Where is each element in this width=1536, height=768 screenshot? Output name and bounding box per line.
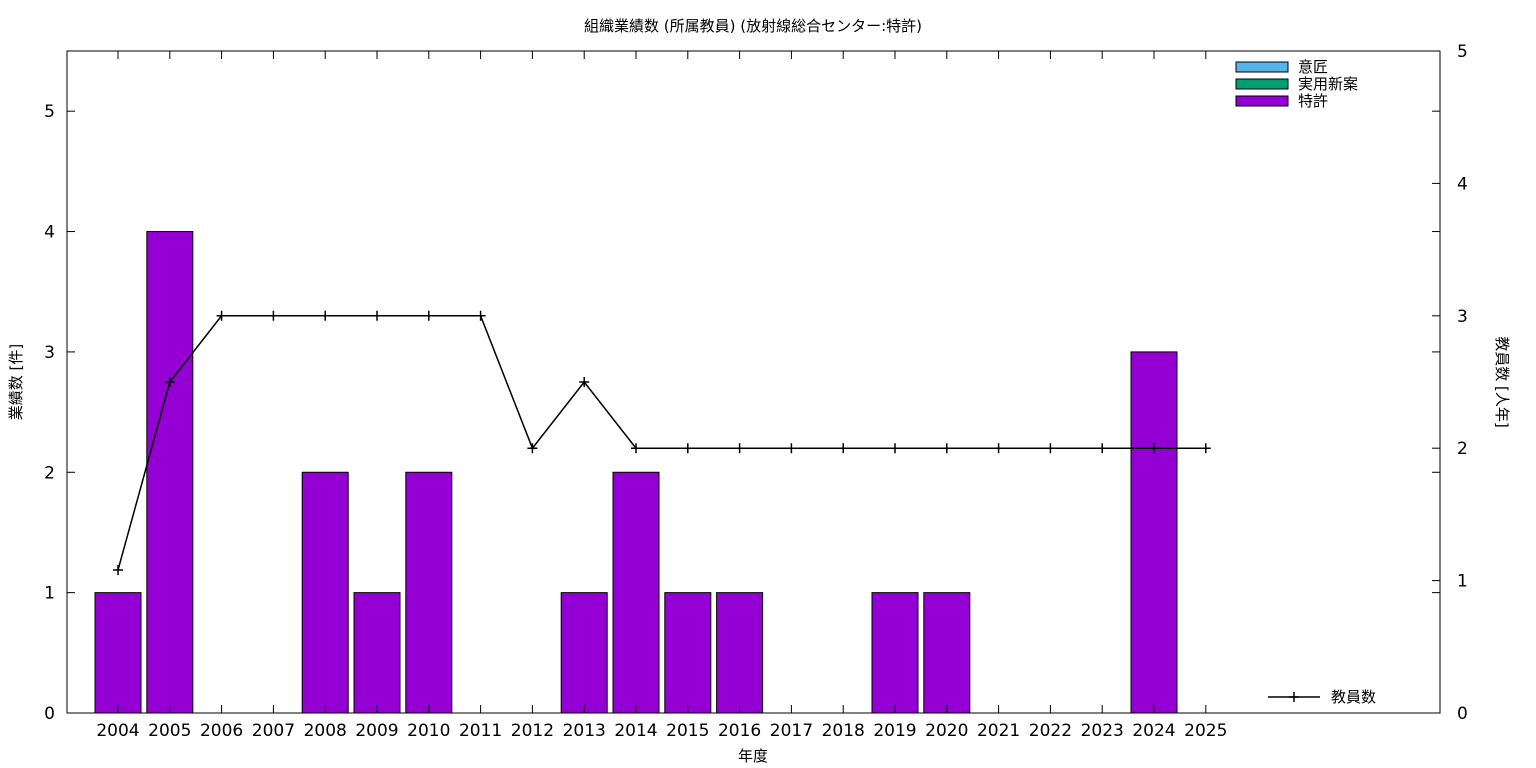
legend-line-label-0: 教員数 xyxy=(1331,688,1376,706)
x-tick-label-2022: 2022 xyxy=(1029,721,1072,741)
x-tick-label-2013: 2013 xyxy=(563,721,606,741)
x-tick-label-2020: 2020 xyxy=(925,721,968,741)
line-point-2012 xyxy=(527,443,538,454)
bar-2004-series-2 xyxy=(94,592,142,714)
y-axis-title: 業績数 [件] xyxy=(7,344,25,420)
line-point-2024 xyxy=(1149,443,1159,454)
y-tick-label-2: 2 xyxy=(44,463,55,483)
line-series-0 xyxy=(117,315,1206,571)
x-tick-label-2019: 2019 xyxy=(873,721,916,741)
legend-swatch-0 xyxy=(1235,61,1289,73)
y-tick-label-3: 3 xyxy=(44,343,55,363)
line-point-2015 xyxy=(682,443,693,454)
x-tick-label-2005: 2005 xyxy=(148,721,191,741)
y-tick-label-1: 1 xyxy=(44,584,55,604)
line-layer xyxy=(113,310,1211,576)
x-tick-label-2011: 2011 xyxy=(459,721,502,741)
bar-2020-series-2 xyxy=(923,592,971,714)
x-tick-label-2015: 2015 xyxy=(666,721,709,741)
y2-tick-label-3: 3 xyxy=(1457,307,1468,327)
x-tick-label-2006: 2006 xyxy=(200,721,243,741)
x-tick-label-2014: 2014 xyxy=(614,721,657,741)
x-tick-label-2018: 2018 xyxy=(822,721,865,741)
bar-2016-series-2 xyxy=(716,592,764,714)
legend-label-0: 意匠 xyxy=(1298,58,1328,76)
y-tick-label-4: 4 xyxy=(44,223,55,243)
line-point-2023 xyxy=(1097,443,1108,454)
x-tick-label-2009: 2009 xyxy=(355,721,398,741)
line-point-2005 xyxy=(164,377,175,387)
bar-2014-series-2 xyxy=(612,471,660,714)
bar-2009-series-2 xyxy=(353,592,401,714)
line-point-2004 xyxy=(113,565,123,576)
y2-tick-label-5: 5 xyxy=(1457,42,1468,62)
line-point-2025 xyxy=(1200,443,1211,454)
bar-2024-series-2 xyxy=(1130,351,1178,714)
line-point-2009 xyxy=(372,310,382,321)
y2-tick-label-1: 1 xyxy=(1457,572,1468,592)
bar-2008-series-2 xyxy=(301,471,349,714)
bars-layer xyxy=(94,231,1178,714)
legend-line-marker-0 xyxy=(1289,692,1299,702)
y-tick-label-0: 0 xyxy=(44,704,55,724)
x-tick-label-2008: 2008 xyxy=(304,721,347,741)
bar-2019-series-2 xyxy=(871,592,919,714)
bar-2015-series-2 xyxy=(664,592,712,714)
line-point-2021 xyxy=(993,443,1004,454)
line-point-2014 xyxy=(631,443,641,454)
line-point-2010 xyxy=(423,310,434,321)
plot-frame xyxy=(66,50,1441,714)
y2-tick-label-2: 2 xyxy=(1457,439,1468,459)
chart-title: 組織業績数 (所属教員) (放射線総合センター:特許) xyxy=(584,17,922,35)
x-tick-label-2023: 2023 xyxy=(1081,721,1124,741)
legend-label-1: 実用新案 xyxy=(1298,75,1358,93)
x-tick-label-2012: 2012 xyxy=(511,721,554,741)
bar-2010-series-2 xyxy=(405,471,453,714)
line-point-2020 xyxy=(941,443,952,454)
x-tick-label-2004: 2004 xyxy=(96,721,139,741)
line-point-2018 xyxy=(838,443,849,454)
x-tick-label-2025: 2025 xyxy=(1184,721,1227,741)
y2-axis-title: 教員数 [人年] xyxy=(1493,336,1511,427)
line-point-2019 xyxy=(890,443,900,454)
x-tick-label-2010: 2010 xyxy=(407,721,450,741)
bar-2005-series-2 xyxy=(146,231,194,714)
legend-swatch-1 xyxy=(1235,78,1289,90)
x-tick-label-2007: 2007 xyxy=(252,721,295,741)
bar-2013-series-2 xyxy=(560,592,608,714)
x-tick-label-2024: 2024 xyxy=(1132,721,1175,741)
x-axis-title: 年度 xyxy=(738,747,768,765)
line-point-2017 xyxy=(786,443,797,454)
x-tick-label-2017: 2017 xyxy=(770,721,813,741)
x-tick-label-2016: 2016 xyxy=(718,721,761,741)
line-point-2006 xyxy=(216,310,227,321)
legend-label-2: 特許 xyxy=(1298,92,1328,110)
line-point-2013 xyxy=(579,377,590,387)
line-point-2011 xyxy=(475,310,486,321)
line-point-2022 xyxy=(1045,443,1056,454)
x-tick-label-2021: 2021 xyxy=(977,721,1020,741)
legend-swatch-2 xyxy=(1235,95,1289,107)
y-tick-label-5: 5 xyxy=(44,102,55,122)
axes-layer: 0 1 2 3 4 5 0 1 2 3 4 5 2004 2005 2006 2007 2008 2009 2010… xyxy=(44,42,1468,741)
line-point-2008 xyxy=(320,310,331,321)
y2-tick-label-0: 0 xyxy=(1457,704,1468,724)
line-point-2016 xyxy=(734,443,745,454)
y2-tick-label-4: 4 xyxy=(1457,174,1468,194)
line-point-2007 xyxy=(268,310,279,321)
